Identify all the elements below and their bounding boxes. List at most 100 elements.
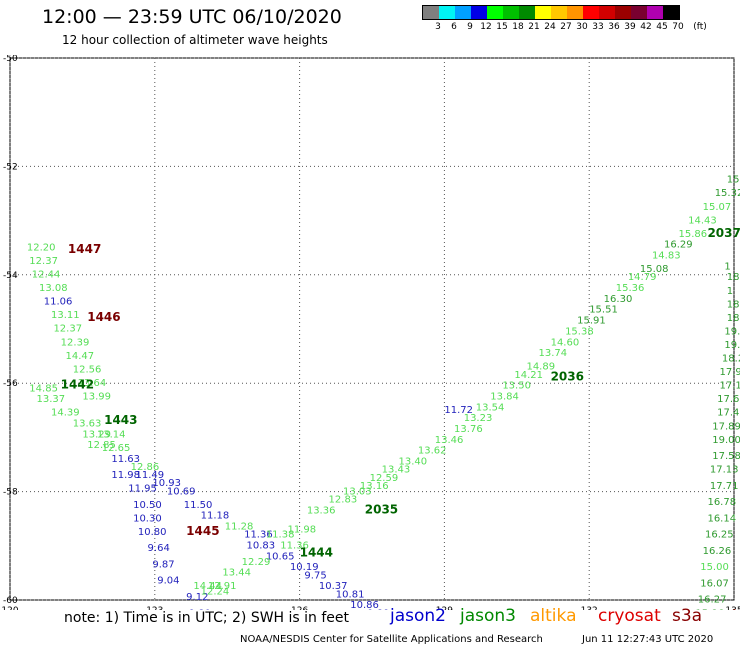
wave-height-label: 15. bbox=[727, 175, 740, 186]
legend-swatch bbox=[535, 6, 551, 19]
wave-height-label: 13.63 bbox=[73, 419, 102, 430]
legend-swatch bbox=[615, 6, 631, 19]
wave-height-label: 18 bbox=[727, 272, 740, 283]
wave-height-label: 11.49 bbox=[135, 470, 164, 481]
wave-height-label: 13.43 bbox=[382, 465, 411, 476]
wave-height-label: 14.79 bbox=[628, 272, 657, 283]
legend-color-bar bbox=[422, 5, 680, 20]
wave-height-label: 13.54 bbox=[476, 402, 505, 413]
legend-label: 6 bbox=[451, 22, 457, 32]
wave-height-label: 11.72 bbox=[444, 405, 473, 416]
wave-height-label: 11.18 bbox=[201, 511, 230, 522]
chart-subtitle: 12 hour collection of altimeter wave hei… bbox=[62, 33, 328, 47]
wave-height-label: 16.25 bbox=[705, 530, 734, 541]
wave-height-label: 19.1 bbox=[724, 340, 740, 351]
pass-time-label: 2037 bbox=[707, 226, 740, 240]
longitude-tick-label: 132 bbox=[581, 606, 598, 610]
wave-height-label: 13.64 bbox=[78, 378, 107, 389]
wave-height-label: 13.36 bbox=[307, 505, 336, 516]
latitude-tick-label: -54 bbox=[3, 271, 18, 281]
footnote: note: 1) Time is in UTC; 2) SWH is in fe… bbox=[64, 610, 350, 626]
legend-unit: (ft) bbox=[693, 22, 707, 32]
map-frame bbox=[9, 57, 735, 601]
wave-height-label: 18.2 bbox=[722, 354, 740, 365]
wave-height-label: 13.29 bbox=[82, 429, 111, 440]
wave-height-label: 19.00 bbox=[712, 435, 740, 446]
wave-height-label: 15.86 bbox=[678, 229, 707, 240]
color-legend: 3 6 9 12 15 18 21 24 27 30 33 36 39 42 45 70 (ft) bbox=[422, 5, 707, 32]
wave-height-label: 11.06 bbox=[44, 297, 73, 308]
wave-height-label: 13.11 bbox=[51, 310, 80, 321]
wave-height-label: 10.65 bbox=[266, 551, 295, 562]
legend-swatch bbox=[423, 6, 439, 19]
pass-time-label: 1446 bbox=[87, 310, 120, 324]
wave-height-label: 14.44 bbox=[193, 581, 222, 592]
legend-swatch bbox=[631, 6, 647, 19]
wave-height-label: 12.65 bbox=[102, 443, 131, 454]
wave-height-label: 12.20 bbox=[27, 242, 56, 253]
wave-height-label: 10.93 bbox=[152, 478, 181, 489]
wave-height-label: 17.58 bbox=[712, 451, 740, 462]
legend-label: 9 bbox=[467, 22, 473, 32]
wave-height-label: 9.64 bbox=[148, 543, 170, 554]
wave-height-label: 14.60 bbox=[551, 337, 580, 348]
wave-height-label: 10.50 bbox=[133, 500, 162, 511]
legend-label: 45 bbox=[656, 22, 668, 32]
satellite-jason3: jason3 bbox=[460, 606, 516, 626]
wave-height-label: 16.14 bbox=[707, 513, 736, 524]
wave-height-label: 12.83 bbox=[329, 494, 358, 505]
wave-height-label: 15.32 bbox=[715, 188, 740, 199]
legend-swatch bbox=[455, 6, 471, 19]
wave-height-label: 13.08 bbox=[39, 283, 68, 294]
pass-time-label: 1445 bbox=[186, 524, 219, 538]
longitude-tick-label: 123 bbox=[146, 606, 163, 610]
wave-height-label: 11.95 bbox=[128, 484, 157, 495]
wave-height-label: 15.00 bbox=[700, 562, 729, 573]
satellite-altika: altika bbox=[530, 606, 577, 626]
wave-height-label: 11.63 bbox=[111, 454, 140, 465]
wave-height-label: 18 bbox=[727, 313, 740, 324]
legend-label: 24 bbox=[544, 22, 556, 32]
wave-height-label: 9.80 bbox=[189, 608, 211, 610]
latitude-tick-label: -50 bbox=[3, 55, 18, 64]
longitude-tick-label: 135 bbox=[725, 606, 740, 610]
wave-height-label: 9.12 bbox=[186, 592, 208, 603]
legend-label: 39 bbox=[624, 22, 636, 32]
wave-height-label: 16.78 bbox=[707, 497, 736, 508]
wave-height-label: 17.1 bbox=[720, 381, 740, 392]
wave-height-label: 17.9 bbox=[720, 367, 740, 378]
legend-label: 70 bbox=[672, 22, 684, 32]
legend-labels: 3 6 9 12 15 18 21 24 27 30 33 36 39 42 45 70 (ft) bbox=[422, 20, 707, 32]
legend-label: 18 bbox=[512, 22, 524, 32]
wave-height-label: 11.50 bbox=[184, 500, 213, 511]
wave-height-label: 13.50 bbox=[502, 381, 531, 392]
legend-swatch bbox=[551, 6, 567, 19]
wave-height-label: 11.28 bbox=[225, 522, 254, 533]
wave-height-label: 14.83 bbox=[652, 251, 681, 262]
satellite-jason2: jason2 bbox=[390, 606, 446, 626]
wave-height-label: 13.46 bbox=[435, 435, 464, 446]
wave-height-label: 12.37 bbox=[29, 256, 58, 267]
wave-height-label: 15.91 bbox=[577, 316, 606, 327]
wave-height-label: 13.74 bbox=[539, 348, 568, 359]
wave-height-label: 12.86 bbox=[131, 462, 160, 473]
wave-height-label: 10.81 bbox=[336, 589, 365, 600]
wave-height-label: 10.80 bbox=[138, 527, 167, 538]
altimeter-map: 120 123 126 129 132 135 -50 -52 -54 -56 -58 -60 12.2… bbox=[1, 55, 740, 610]
wave-height-label: 14.85 bbox=[29, 383, 58, 394]
wave-height-label: 11.98 bbox=[288, 524, 317, 535]
wave-height-label: 10.83 bbox=[247, 541, 276, 552]
wave-height-label: 1 bbox=[727, 286, 733, 297]
wave-height-label: 17.67 bbox=[717, 394, 740, 405]
wave-height-label: 11.36 bbox=[244, 530, 273, 541]
latitude-tick-label: -58 bbox=[3, 488, 18, 498]
wave-height-label: 16 bbox=[732, 608, 740, 610]
wave-height-label: 9.75 bbox=[304, 570, 326, 581]
satellite-s3a: s3a bbox=[672, 606, 703, 626]
legend-label: 27 bbox=[560, 22, 572, 32]
legend-swatch bbox=[439, 6, 455, 19]
legend-label: 42 bbox=[640, 22, 652, 32]
pass-time-label: 2036 bbox=[551, 369, 584, 383]
wave-height-label: 12.91 bbox=[208, 581, 237, 592]
legend-label: 12 bbox=[480, 22, 492, 32]
